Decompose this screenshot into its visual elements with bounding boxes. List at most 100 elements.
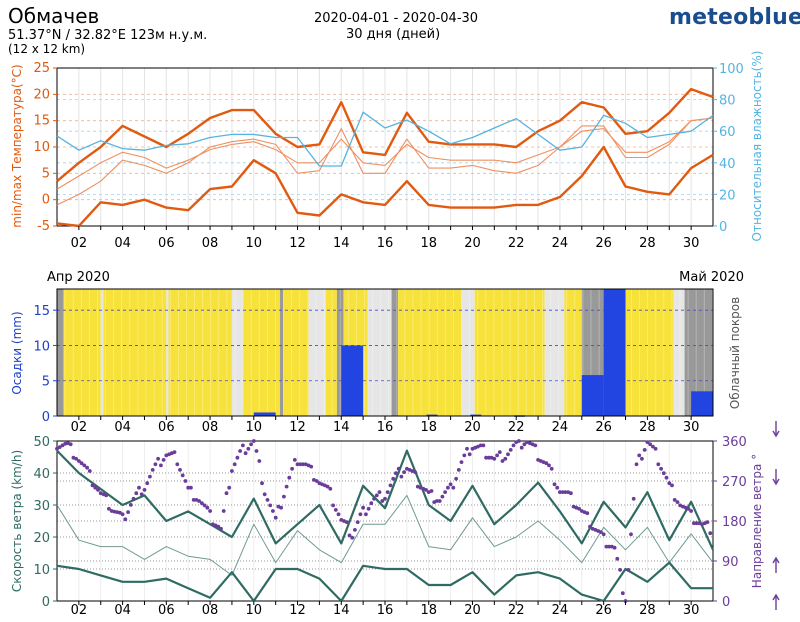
wind-direction-point <box>481 443 486 448</box>
temp-y-axis-label: min/max Температура(°C) <box>10 64 24 227</box>
wind-direction-point <box>328 486 333 491</box>
wind-direction-point <box>344 520 349 524</box>
cloud-cover-segment <box>280 289 284 416</box>
days-count: 30 дня (дней) <box>346 27 441 42</box>
wind-direction-point <box>601 532 606 537</box>
wind-direction-point <box>93 485 98 490</box>
precip-x-tick-label: 28 <box>639 420 656 435</box>
temp-y-tick-label: 25 <box>33 61 50 76</box>
wind-direction-point <box>377 490 382 494</box>
wind-direction-point <box>292 458 297 462</box>
date-range: 2020-04-01 - 2020-04-30 <box>314 11 479 26</box>
wind-direction-point <box>399 474 404 479</box>
wind-direction-point <box>686 506 691 511</box>
wind-direction-point <box>180 473 185 478</box>
humidity-y-tick-label: 60 <box>719 125 736 140</box>
precip-x-tick-label: 24 <box>552 420 569 435</box>
humidity-y-axis-label: Относительная влажность(%) <box>750 51 764 242</box>
cloud-cover-segment <box>625 289 674 416</box>
wind-direction-point <box>358 512 363 517</box>
wind-direction-point <box>396 466 401 471</box>
precip-y-tick-label: 10 <box>33 339 50 354</box>
wind-direction-point <box>142 488 147 492</box>
humidity-y-tick-label: 40 <box>719 157 736 172</box>
precip-bar <box>470 414 482 417</box>
wind-direction-point <box>629 532 633 537</box>
wind-direction-point <box>205 505 210 510</box>
wind-direction-point <box>424 488 428 492</box>
wind-direction-point <box>123 517 128 522</box>
precip-x-tick-label: 22 <box>508 420 525 435</box>
cloud-cover-segment <box>564 289 582 416</box>
wind-speed-y-tick-label: 40 <box>33 467 50 482</box>
wind-direction-point <box>394 471 398 476</box>
wind-direction-point <box>235 455 240 460</box>
wind-direction-point <box>224 491 229 496</box>
wind-direction-point <box>391 476 396 481</box>
wind-x-tick-label: 14 <box>333 603 350 618</box>
precip-x-tick-label: 18 <box>420 420 437 435</box>
wind-direction-point <box>495 453 499 458</box>
wind-direction-point <box>282 494 286 499</box>
precip-x-tick-label: 26 <box>595 420 612 435</box>
wind-direction-point <box>383 496 387 501</box>
wind-direction-point <box>640 456 644 461</box>
temp-x-tick-label: 18 <box>420 236 437 251</box>
wind-direction-point <box>560 490 565 494</box>
precip-x-tick-label: 06 <box>158 420 175 435</box>
wind-direction-point <box>104 493 109 498</box>
temp-x-tick-label: 02 <box>71 236 88 251</box>
wind-direction-point <box>134 491 139 496</box>
wind-direction-point <box>128 503 133 507</box>
wind-direction-point <box>440 494 445 499</box>
temp-x-tick-label: 24 <box>552 236 569 251</box>
wind-direction-point <box>96 488 100 492</box>
wind-direction-point <box>385 490 390 494</box>
wind-direction-point <box>645 440 650 444</box>
wind-direction-point <box>189 485 193 490</box>
wind-direction-point <box>161 458 166 462</box>
precip-y-axis-label: Осадки (mm) <box>10 311 24 394</box>
temp-x-tick-label: 30 <box>683 236 700 251</box>
temp-x-tick-label: 22 <box>508 236 525 251</box>
brand-logo: meteoblue <box>669 5 800 30</box>
wind-direction-point <box>637 453 642 458</box>
wind-x-tick-label: 08 <box>202 603 219 618</box>
location-name: Обмачев <box>8 4 100 28</box>
precip-x-tick-label: 20 <box>464 420 481 435</box>
temp-x-tick-label: 26 <box>595 236 612 251</box>
wind-mean-line <box>56 494 714 576</box>
wind-direction-point <box>107 506 111 511</box>
wind-direction-point <box>364 512 368 517</box>
wind-direction-point <box>186 485 191 490</box>
cloud-cover-segment <box>103 289 167 416</box>
wind-direction-point <box>284 484 289 489</box>
precip-y-tick-label: 15 <box>33 304 50 319</box>
wind-direction-point <box>249 442 254 447</box>
wind-direction-point <box>670 483 674 488</box>
cloud-cover-axis-label: Облачный покров <box>728 297 742 409</box>
wind-direction-point <box>361 505 365 510</box>
temp-min-line <box>56 145 714 228</box>
wind-direction-point <box>153 462 158 467</box>
wind-direction-point <box>413 470 417 474</box>
wind-direction-point <box>612 545 617 550</box>
wind-direction-point <box>604 544 609 549</box>
wind-direction-point <box>653 446 658 451</box>
wind-direction-point <box>246 446 251 451</box>
cloud-cover-segment <box>100 289 104 416</box>
wind-speed-y-tick-label: 20 <box>33 531 50 546</box>
wind-direction-point <box>355 520 360 524</box>
wind-speed-y-tick-label: 0 <box>42 595 50 610</box>
wind-direction-point <box>689 509 693 513</box>
cloud-cover-segment <box>242 289 281 416</box>
wind-direction-point <box>544 461 549 466</box>
wind-arrow-west-icon-head <box>772 478 780 486</box>
wind-direction-point <box>298 462 303 467</box>
wind-speed-y-axis-label: Скорость ветра (km/h) <box>10 450 24 592</box>
wind-dir-y-tick-label: 90 <box>722 555 739 570</box>
temp-y-tick-label: 0 <box>42 193 50 208</box>
cloud-cover-segment <box>336 289 344 416</box>
